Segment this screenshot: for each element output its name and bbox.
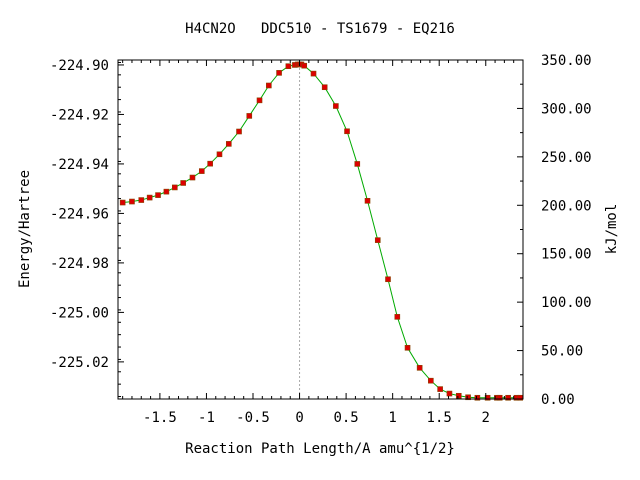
data-point (236, 128, 242, 135)
x-tick-label: 1 (388, 410, 396, 426)
data-point (155, 192, 161, 198)
data-point (138, 197, 145, 203)
data-point (146, 194, 153, 201)
data-point (416, 365, 423, 371)
y2-tick-label: 350.00 (541, 53, 592, 69)
y2-tick-label: 0.00 (541, 392, 575, 408)
y-tick-label: -225.00 (50, 305, 109, 321)
y2-tick-label: 300.00 (541, 101, 592, 117)
data-point (484, 394, 491, 401)
y2-tick-label: 200.00 (541, 198, 592, 214)
data-point (266, 82, 272, 89)
x-tick-label: 2 (482, 410, 490, 426)
x-tick-label: 0.5 (333, 410, 358, 426)
x-tick-label: -1 (198, 410, 215, 426)
data-point (310, 70, 317, 77)
data-point (246, 113, 253, 119)
data-point (256, 97, 263, 104)
data-point (404, 344, 411, 351)
data-point (505, 394, 511, 401)
y-tick-label: -224.90 (50, 58, 109, 74)
data-point (285, 63, 292, 69)
data-point (216, 151, 223, 158)
data-point (465, 394, 471, 401)
y-axis-label: Energy/Hartree (17, 170, 33, 288)
data-point (225, 141, 232, 147)
data-point (364, 198, 371, 204)
plot-frame (117, 59, 524, 400)
data-point (119, 199, 126, 206)
data-point (189, 174, 196, 181)
y-tick-label: -224.96 (50, 206, 109, 222)
y2-tick-label: 250.00 (541, 150, 592, 166)
y2-tick-label: 100.00 (541, 295, 592, 311)
x-tick-label: 0 (295, 410, 303, 426)
data-point (354, 161, 361, 167)
x-tick-label: -1.5 (143, 410, 177, 426)
data-point (301, 62, 308, 69)
y-tick-label: -224.92 (50, 107, 109, 123)
x-axis-label: Reaction Path Length/A amu^{1/2} (185, 441, 455, 457)
data-point (344, 128, 350, 135)
data-point (198, 168, 205, 174)
data-point (374, 237, 381, 243)
data-point (394, 314, 401, 320)
x-axis: -1.5 -1 -0.5 0 0.5 1 1.5 2 (122, 60, 515, 426)
data-point (180, 180, 186, 186)
data-point (207, 160, 213, 167)
series-polyline (122, 63, 521, 399)
data-point (321, 84, 328, 91)
data-point (428, 377, 434, 384)
data-point (129, 198, 135, 205)
data-point (163, 188, 170, 195)
data-point (455, 392, 462, 399)
data-point (474, 394, 481, 401)
y2-tick-label: 150.00 (541, 247, 592, 263)
y-axis-left: -224.90 -224.92 -224.94 -224.96 -224.98 -225.… (50, 58, 124, 398)
y2-axis-label: kJ/mol (604, 204, 620, 255)
data-point (446, 390, 453, 397)
series-line (122, 63, 521, 399)
y-tick-label: -224.98 (50, 256, 109, 272)
data-point (496, 394, 503, 401)
data-point (517, 394, 524, 401)
chart-title: H4CN2O DDC510 - TS1679 - EQ216 (185, 21, 455, 37)
data-point (333, 103, 339, 109)
data-point (385, 276, 391, 283)
y-axis-right: 0.00 50.00 100.00 150.00 200.00 250.00 300.00 3… (517, 53, 592, 408)
series-points (119, 61, 524, 401)
y2-tick-label: 50.00 (541, 344, 583, 360)
y-tick-label: -224.94 (50, 157, 109, 173)
x-tick-label: 1.5 (427, 410, 452, 426)
x-tick-label: -0.5 (236, 410, 270, 426)
y-tick-label: -225.02 (50, 355, 109, 371)
data-point (276, 70, 282, 76)
data-point (171, 184, 178, 191)
data-point (437, 386, 443, 392)
